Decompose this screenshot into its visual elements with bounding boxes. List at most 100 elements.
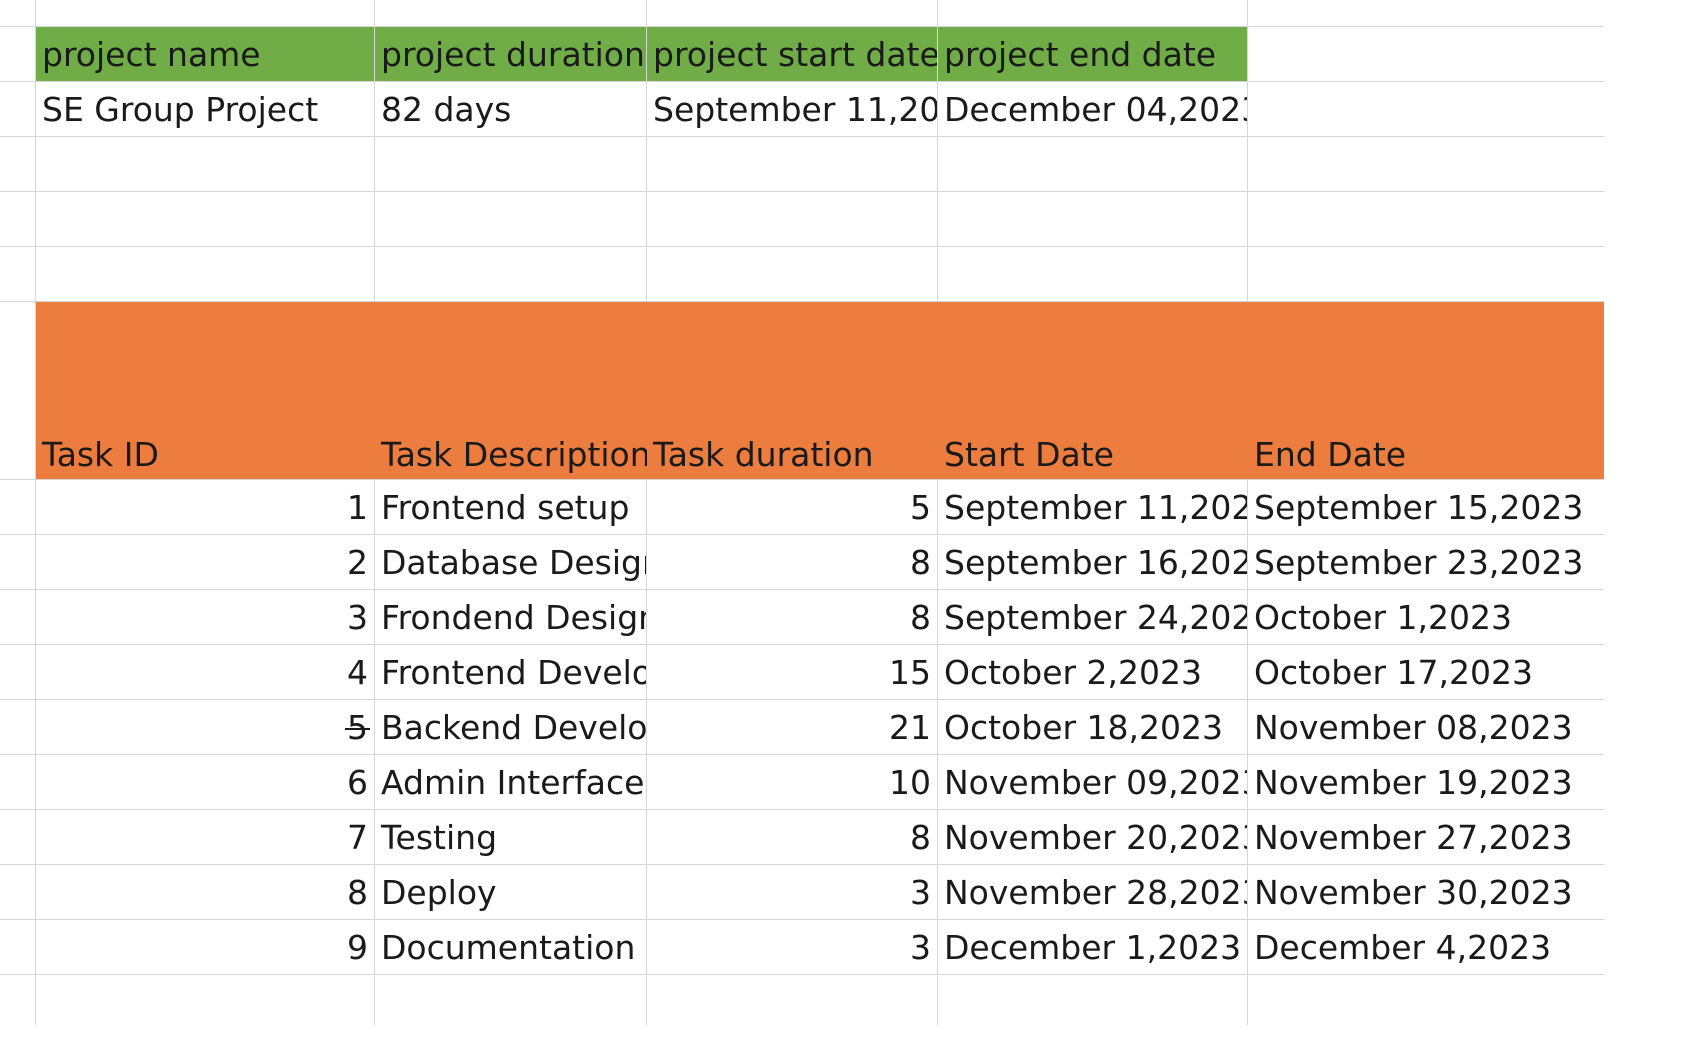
task-description-cell[interactable]: Backend Developm — [375, 700, 647, 754]
task-description-cell[interactable]: Documentation — [375, 920, 647, 974]
task-duration-cell[interactable]: 10 — [647, 755, 938, 809]
task-start-date-cell[interactable]: October 2,2023 — [938, 645, 1248, 699]
cell[interactable] — [1248, 975, 1604, 1025]
task-duration-header[interactable]: Task duration — [647, 302, 938, 479]
row-margin-cell[interactable] — [0, 302, 36, 479]
task-description-cell[interactable]: Frondend Design — [375, 590, 647, 644]
task-id-cell[interactable]: 4 — [36, 645, 375, 699]
task-end-date-cell[interactable]: November 19,2023 — [1254, 763, 1573, 802]
cell[interactable] — [938, 137, 1248, 191]
cell[interactable] — [1248, 247, 1604, 301]
task-id-cell[interactable]: 5 — [36, 700, 375, 754]
task-description-cell[interactable]: Admin Interface — [375, 755, 647, 809]
cell[interactable] — [647, 137, 938, 191]
cell[interactable] — [1248, 0, 1604, 26]
task-description-header[interactable]: Task Description — [375, 302, 647, 479]
task-end-date-cell[interactable]: October 1,2023 — [1254, 598, 1513, 637]
project-duration-cell[interactable]: 82 days — [375, 82, 647, 136]
task-duration-cell[interactable]: 8 — [647, 810, 938, 864]
cell[interactable] — [36, 137, 375, 191]
row-margin-cell[interactable] — [0, 755, 36, 809]
task-end-date-cell[interactable]: November 30,2023 — [1254, 873, 1573, 912]
task-end-date-header[interactable]: End Date — [1248, 302, 1604, 479]
project-name-header[interactable]: project name — [36, 27, 375, 81]
row-margin-cell[interactable] — [0, 0, 36, 26]
task-description-cell[interactable]: Database Design — [375, 535, 647, 589]
task-end-date-cell[interactable]: October 17,2023 — [1254, 653, 1534, 692]
task-id-cell[interactable]: 3 — [36, 590, 375, 644]
row-margin-cell[interactable] — [0, 82, 36, 136]
task-description-cell[interactable]: Deploy — [375, 865, 647, 919]
project-start-date-cell[interactable]: September 11,2023 — [647, 82, 938, 136]
row-margin-cell[interactable] — [0, 920, 36, 974]
cell[interactable] — [647, 192, 938, 246]
project-end-date-cell[interactable]: December 04,2023 — [938, 82, 1248, 136]
row-margin-cell[interactable] — [0, 865, 36, 919]
task-duration-cell[interactable]: 21 — [647, 700, 938, 754]
row-margin-cell[interactable] — [0, 27, 36, 81]
project-end-date-header[interactable]: project end date — [938, 27, 1248, 81]
row-margin-cell[interactable] — [0, 192, 36, 246]
task-id-cell[interactable]: 6 — [36, 755, 375, 809]
cell[interactable] — [647, 975, 938, 1025]
cell[interactable] — [938, 192, 1248, 246]
task-duration-cell[interactable]: 8 — [647, 590, 938, 644]
row-margin-cell[interactable] — [0, 700, 36, 754]
cell[interactable] — [938, 247, 1248, 301]
task-description-cell[interactable]: Testing — [375, 810, 647, 864]
task-end-date-cell[interactable]: November 27,2023 — [1254, 818, 1573, 857]
row-margin-cell[interactable] — [0, 247, 36, 301]
row-margin-cell[interactable] — [0, 137, 36, 191]
row-margin-cell[interactable] — [0, 590, 36, 644]
cell[interactable] — [375, 192, 647, 246]
row-margin-cell[interactable] — [0, 975, 36, 1025]
cell[interactable] — [375, 975, 647, 1025]
task-end-date-cell[interactable]: November 08,2023 — [1254, 708, 1573, 747]
row-margin-cell[interactable] — [0, 480, 36, 534]
cell[interactable] — [1248, 82, 1604, 136]
task-duration-cell[interactable]: 3 — [647, 865, 938, 919]
sheet-row[interactable] — [0, 0, 1604, 27]
task-start-date-cell[interactable]: November 09,2023 — [938, 755, 1248, 809]
cell[interactable] — [36, 0, 375, 26]
task-description-cell[interactable]: Frontend Developm — [375, 645, 647, 699]
task-end-date-cell[interactable]: September 15,2023 — [1254, 488, 1584, 527]
cell[interactable] — [938, 0, 1248, 26]
cell[interactable] — [36, 975, 375, 1025]
task-id-cell[interactable]: 9 — [36, 920, 375, 974]
task-duration-cell[interactable]: 3 — [647, 920, 938, 974]
task-start-date-cell[interactable]: September 11,2023 — [938, 480, 1248, 534]
cell[interactable] — [647, 247, 938, 301]
task-description-cell[interactable]: Frontend setup — [375, 480, 647, 534]
task-start-date-cell[interactable]: September 16,2023 — [938, 535, 1248, 589]
task-end-date-cell[interactable]: December 4,2023 — [1254, 928, 1552, 967]
project-start-date-header[interactable]: project start date — [647, 27, 938, 81]
task-start-date-cell[interactable]: December 1,2023 — [938, 920, 1248, 974]
task-id-cell[interactable]: 1 — [36, 480, 375, 534]
task-duration-cell[interactable]: 8 — [647, 535, 938, 589]
task-start-date-cell[interactable]: October 18,2023 — [938, 700, 1248, 754]
task-start-date-header[interactable]: Start Date — [938, 302, 1248, 479]
project-duration-header[interactable]: project duration — [375, 27, 647, 81]
cell[interactable] — [375, 137, 647, 191]
cell[interactable] — [1248, 192, 1604, 246]
task-start-date-cell[interactable]: September 24,2023 — [938, 590, 1248, 644]
cell[interactable] — [647, 0, 938, 26]
cell[interactable] — [1248, 137, 1604, 191]
cell[interactable] — [36, 247, 375, 301]
cell[interactable] — [1248, 27, 1604, 81]
row-margin-cell[interactable] — [0, 810, 36, 864]
row-margin-cell[interactable] — [0, 535, 36, 589]
task-start-date-cell[interactable]: November 28,2023 — [938, 865, 1248, 919]
task-duration-cell[interactable]: 15 — [647, 645, 938, 699]
task-end-date-cell[interactable]: September 23,2023 — [1254, 543, 1584, 582]
task-duration-cell[interactable]: 5 — [647, 480, 938, 534]
task-id-cell[interactable]: 2 — [36, 535, 375, 589]
task-id-header[interactable]: Task ID — [36, 302, 375, 479]
task-start-date-cell[interactable]: November 20,2023 — [938, 810, 1248, 864]
cell[interactable] — [375, 0, 647, 26]
row-margin-cell[interactable] — [0, 645, 36, 699]
cell[interactable] — [36, 192, 375, 246]
cell[interactable] — [938, 975, 1248, 1025]
task-id-cell[interactable]: 8 — [36, 865, 375, 919]
